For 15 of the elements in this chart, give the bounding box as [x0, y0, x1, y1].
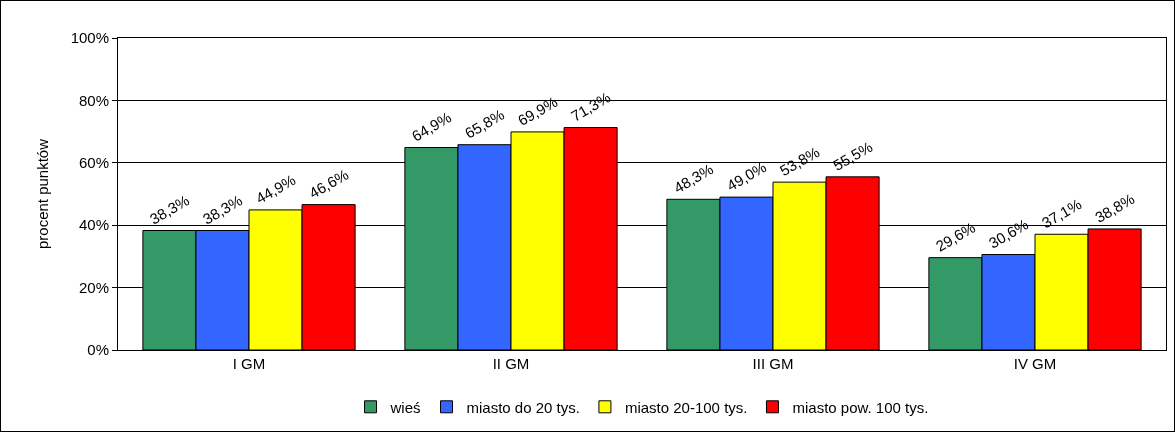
- legend-label: miasto do 20 tys.: [466, 398, 580, 416]
- legend-label: miasto 20-100 tys.: [624, 398, 748, 416]
- x-tick-label: I GM: [232, 355, 266, 372]
- y-tick-label: 40%: [78, 216, 109, 234]
- y-tick-label: 20%: [78, 278, 109, 296]
- x-tick-label: III GM: [752, 355, 794, 372]
- y-axis-title: procent punktów: [33, 138, 51, 250]
- x-tick-label: IV GM: [1013, 355, 1057, 372]
- legend-label: wieś: [389, 398, 421, 416]
- y-tick-label: 100%: [70, 29, 109, 47]
- legend-label: miasto pow. 100 tys.: [792, 398, 929, 416]
- y-tick-label: 80%: [78, 91, 109, 109]
- x-tick-label: II GM: [492, 355, 530, 372]
- y-tick-label: 0%: [87, 341, 109, 359]
- y-tick-label: 60%: [78, 154, 109, 172]
